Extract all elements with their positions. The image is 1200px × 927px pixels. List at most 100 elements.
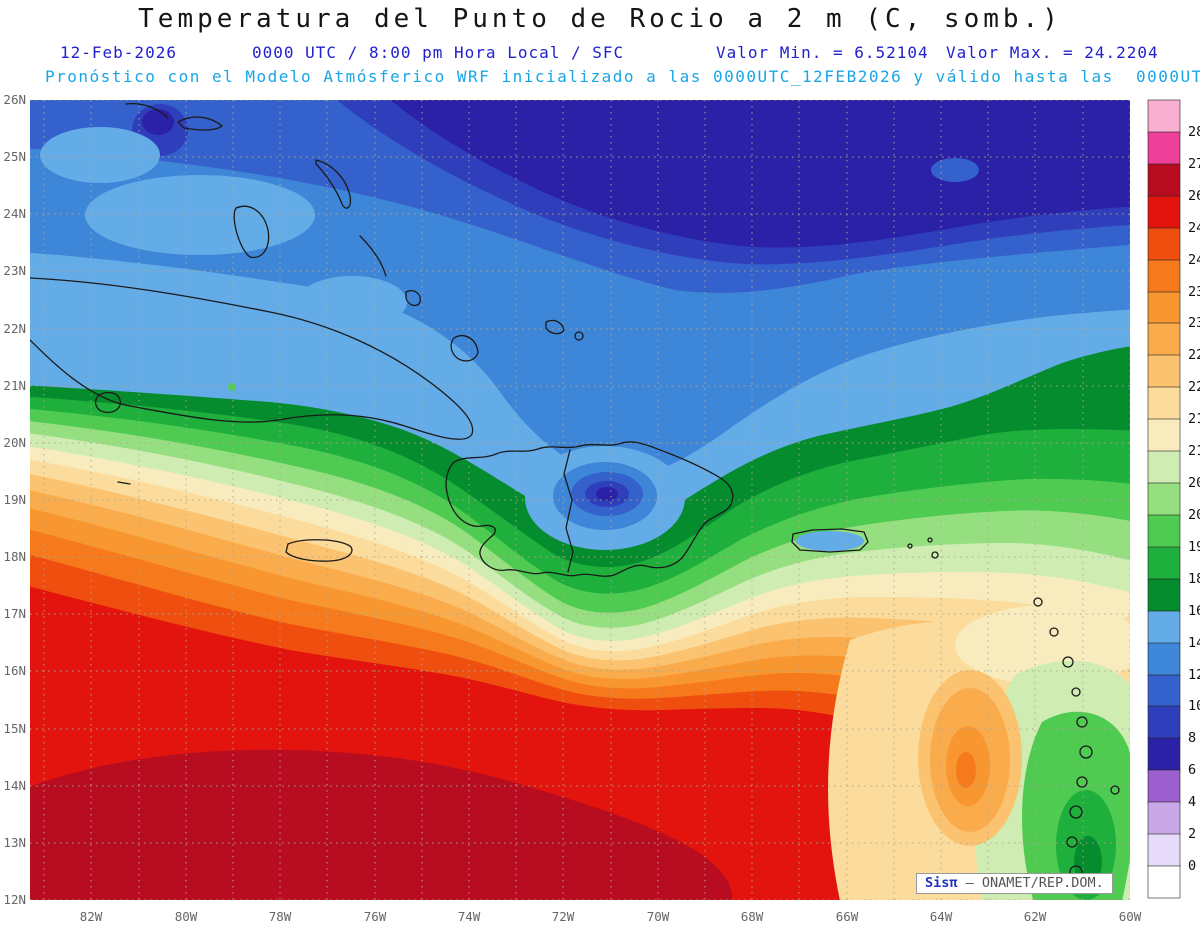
colorbar-cell	[1147, 642, 1181, 677]
colorbar-label: 20.5	[1188, 475, 1200, 491]
watermark-brand: Sisπ	[925, 875, 958, 891]
colorbar-label: 2	[1188, 826, 1196, 842]
colorbar-cell	[1147, 674, 1181, 708]
lon-label: 76W	[364, 909, 387, 924]
border-haiti-dr	[563, 449, 574, 573]
colorbar-label: 21	[1188, 443, 1200, 459]
lat-axis: 26N 25N 24N 23N 22N 21N 20N 19N 18N 17N …	[3, 92, 26, 907]
coastline-culebra	[927, 537, 933, 543]
lon-label: 68W	[741, 909, 764, 924]
lon-label: 74W	[458, 909, 481, 924]
colorbar-cell	[1147, 482, 1181, 517]
coastline-st-vincent	[1066, 836, 1078, 848]
lat-label: 26N	[3, 92, 26, 107]
lon-label: 72W	[552, 909, 575, 924]
colorbar-cell	[1147, 99, 1181, 134]
puertorico-lightblue-strip	[796, 531, 864, 551]
colorbar-label: 22	[1188, 379, 1200, 395]
band-6-8-indigo	[390, 100, 1130, 248]
colorbar-label: 22.5	[1188, 347, 1200, 363]
coastline-long-island	[359, 235, 387, 277]
cuba-north-patch	[248, 339, 324, 373]
lat-label: 16N	[3, 663, 26, 678]
colorbar-label: 23	[1188, 315, 1200, 331]
colorbar-label: 20	[1188, 507, 1200, 523]
run-date: 12-Feb-2026	[60, 43, 177, 62]
exuma-patch	[297, 276, 407, 328]
lat-label: 19N	[3, 492, 26, 507]
value-max-label: Valor Max. = 24.2204	[946, 43, 1159, 62]
coastline-st-kitts	[1049, 627, 1059, 637]
colorbar-cell	[1147, 227, 1181, 262]
coastline-hispaniola	[445, 441, 734, 577]
colorbar-label: 26	[1188, 188, 1200, 204]
colorbar-label: 24.5	[1188, 220, 1200, 236]
lon-label: 80W	[175, 909, 198, 924]
band-26-27-darkred	[30, 749, 733, 900]
coastline-crooked-island	[405, 290, 421, 307]
colorbar-cell	[1147, 705, 1181, 740]
lat-label: 18N	[3, 549, 26, 564]
lat-label: 20N	[3, 435, 26, 450]
colorbar-label: 27	[1188, 156, 1200, 172]
cuba-green-speck	[228, 383, 236, 391]
colorbar-label: 8	[1188, 730, 1196, 746]
colorbar-label: 19	[1188, 539, 1200, 555]
coastlines	[30, 102, 1120, 879]
lat-label: 23N	[3, 263, 26, 278]
coastline-jamaica	[285, 539, 353, 562]
colorbar-label: 18	[1188, 571, 1200, 587]
colorbar-cell	[1147, 865, 1181, 899]
colorbar-cell	[1147, 418, 1181, 453]
lon-label: 82W	[80, 909, 103, 924]
colorbar-cell	[1147, 322, 1181, 357]
lon-label: 66W	[836, 909, 859, 924]
colorbar-label: 16	[1188, 603, 1200, 619]
coastline-puertorico	[791, 528, 869, 553]
page-title: Temperatura del Punto de Rocio a 2 m (C,…	[138, 4, 1062, 34]
colorbar-cell	[1147, 610, 1181, 645]
coastline-dominica	[1079, 745, 1093, 759]
coastline-andros	[233, 205, 270, 259]
coastline-bimini	[125, 102, 169, 119]
lat-label: 15N	[3, 721, 26, 736]
coastline-st-lucia	[1069, 805, 1083, 819]
colorbar-cell	[1147, 163, 1181, 198]
nw-dark-patch-inner	[142, 109, 174, 135]
colorbar-label: 14	[1188, 635, 1200, 651]
coastline-barbados	[1110, 785, 1120, 795]
colorbar-cell	[1147, 195, 1181, 230]
lon-label: 78W	[269, 909, 292, 924]
lat-label: 22N	[3, 321, 26, 336]
coastline-turks	[574, 331, 584, 341]
coastline-guadeloupe	[1076, 716, 1088, 728]
coastline-st-croix	[931, 551, 939, 559]
lon-label: 60W	[1119, 909, 1142, 924]
coastline-eleuthera	[315, 159, 352, 209]
colorbar-label: 12	[1188, 667, 1200, 683]
coastline-vieques	[907, 543, 913, 549]
colorbar-label: 24	[1188, 252, 1200, 268]
colorbar-label: 21.5	[1188, 411, 1200, 427]
coastline-great-inagua	[450, 335, 479, 362]
colorbar-cell	[1147, 514, 1181, 549]
lat-label: 17N	[3, 606, 26, 621]
colorbar-label: 4	[1188, 794, 1196, 810]
colorbar-cell	[1147, 801, 1181, 836]
lon-axis: 82W 80W 78W 76W 74W 72W 70W 68W 66W 64W …	[80, 909, 1142, 924]
forecast-description: Pronóstico con el Modelo Atmósferico WRF…	[45, 67, 1200, 86]
lat-label: 12N	[3, 892, 26, 907]
colorbar-label: 28	[1188, 124, 1200, 140]
coastline-anguilla	[1033, 597, 1043, 607]
colorbar-cell	[1147, 737, 1181, 772]
colorbar-cell	[1147, 450, 1181, 485]
dewpoint-field	[30, 100, 1130, 900]
colorbar-cell	[1147, 131, 1181, 166]
run-time-info: 0000 UTC / 8:00 pm Hora Local / SFC	[252, 43, 625, 62]
lon-label: 64W	[930, 909, 953, 924]
lon-label: 70W	[647, 909, 670, 924]
bahamas-bank-patch	[85, 175, 315, 255]
coastline-montserrat	[1071, 687, 1081, 697]
colorbar-cell	[1147, 386, 1181, 421]
